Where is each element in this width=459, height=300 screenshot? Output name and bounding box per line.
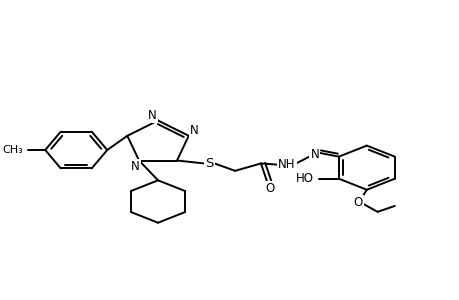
Text: CH₃: CH₃ (2, 145, 23, 155)
Text: N: N (190, 124, 198, 137)
Text: O: O (353, 196, 362, 209)
Text: N: N (310, 148, 319, 161)
Text: O: O (264, 182, 274, 195)
Text: S: S (205, 157, 213, 170)
Text: N: N (148, 109, 157, 122)
Text: HO: HO (295, 172, 313, 185)
Text: N: N (131, 160, 140, 173)
Text: NH: NH (277, 158, 295, 171)
